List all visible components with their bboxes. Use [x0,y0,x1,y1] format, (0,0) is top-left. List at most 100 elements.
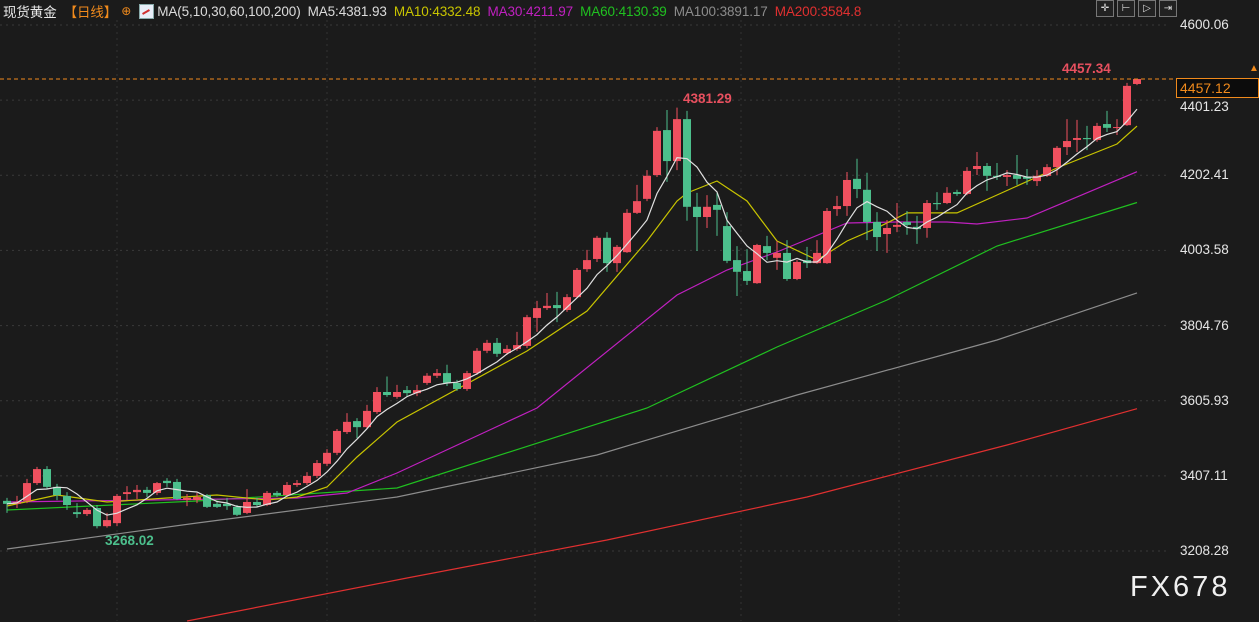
candle-body [73,512,81,515]
candle-body [653,130,661,176]
last-price-tag: 4457.12 [1176,78,1259,98]
y-tick-label: 3407.11 [1180,467,1228,483]
y-tick-label: 4401.23 [1180,99,1229,114]
globe-icon[interactable]: ⊕ [121,4,132,18]
candle-body [873,221,881,238]
candle-body [203,495,211,507]
candle-body [453,382,461,389]
candle-body [863,189,871,222]
candle-body [763,246,771,253]
candle-body [443,373,451,383]
candle-body [823,210,831,264]
candle-body [293,483,301,485]
scroll-up-arrow-icon[interactable]: ▲ [1249,63,1259,74]
candle-body [773,252,781,258]
candle-body [953,192,961,194]
candle-body [583,260,591,270]
candle-body [353,421,361,428]
period-selector[interactable]: 【日线】 [63,5,118,20]
ma100-value: MA100:3891.17 [673,3,768,19]
candle-body [33,469,41,484]
y-tick-label: 3804.76 [1180,317,1229,333]
chart-toolbar: ✛ ⊢ ▷ ⇥ [1096,0,1177,17]
y-tick-label: 4202.41 [1180,167,1229,183]
candle-body [623,212,631,253]
candle-body [733,260,741,272]
candle-body [133,489,141,493]
candle-body [393,391,401,397]
candle-body [83,509,91,515]
candle-body [723,226,731,261]
candle-body [363,410,371,428]
ma5-value: MA5:4381.93 [307,3,387,19]
candle-body [483,342,491,351]
high-annotation: 4381.29 [683,91,732,106]
candle-body [173,481,181,499]
candle-body [903,221,911,225]
candle-body [383,391,391,396]
candle-body [793,261,801,279]
y-tick-label: 3208.28 [1180,543,1229,558]
candle-body [253,501,261,505]
candle-body [223,503,231,507]
candle-body [1013,175,1021,179]
candle-body [533,308,541,318]
candle-body [893,224,901,227]
zoom-range-icon[interactable]: ⊢ [1117,0,1135,17]
candle-body [23,483,31,501]
candle-body [1073,138,1081,140]
candle-body [513,345,521,349]
candle-body [1133,79,1141,84]
candle-body [933,203,941,205]
candle-body [333,430,341,453]
candle-body [1083,138,1091,140]
recent-high-annotation: 4457.34 [1062,61,1111,76]
candle-body [693,206,701,218]
candle-body [643,175,651,199]
candle-body [433,373,441,376]
candle-body [143,489,151,493]
candle-body [713,204,721,210]
ma-indicator-icon[interactable] [139,3,155,19]
ma5-line [6,108,1138,516]
ma-params[interactable]: MA(5,10,30,60,100,200) [157,3,301,19]
ma200-value: MA200:3584.8 [774,3,862,19]
candle-body [283,484,291,496]
candle-body [193,497,201,501]
candle-body [123,492,131,495]
fx678-watermark: FX678 [1130,571,1231,603]
candle-body [853,178,861,190]
candle-body [1043,167,1051,176]
candle-body [593,237,601,259]
candle-body [743,271,751,281]
candle-body [523,317,531,346]
chart-legend: 现货黄金 【日线】 ⊕ MA(5,10,30,60,100,200) MA5:4… [3,2,868,20]
candle-body [1063,141,1071,148]
candle-body [683,119,691,207]
candle-body [493,342,501,354]
candle-body [1093,125,1101,140]
ma10-value: MA10:4332.48 [393,3,481,19]
candle-body [93,508,101,527]
crosshair-icon[interactable]: ✛ [1096,0,1114,17]
candle-body [883,227,891,235]
candle-body [163,480,171,484]
candle-body [213,503,221,507]
candle-body [113,495,121,524]
candle-body [263,492,271,505]
ma60-line [6,201,1138,511]
candle-body [1123,85,1131,126]
candle-body [463,373,471,389]
candle-body [573,269,581,298]
play-icon[interactable]: ▷ [1138,0,1156,17]
low-annotation: 3268.02 [105,533,154,548]
candle-body [553,305,561,309]
move-right-icon[interactable]: ⇥ [1159,0,1177,17]
candle-body [633,201,641,213]
candle-body [413,390,421,394]
candle-body [973,165,981,170]
ma60-value: MA60:4130.39 [580,3,667,19]
ma200-line [186,408,1138,622]
candle-body [703,206,711,218]
